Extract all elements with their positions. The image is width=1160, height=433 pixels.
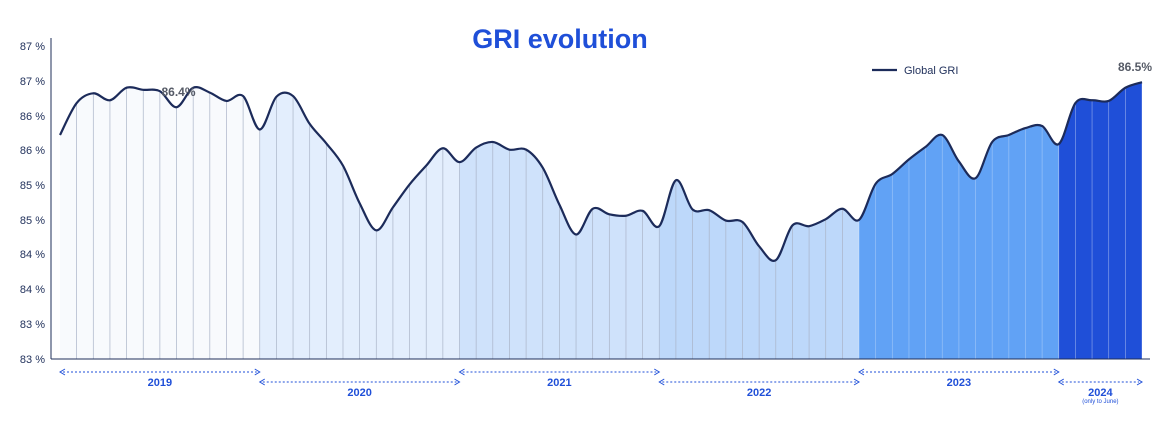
series-line-global-gri [59,81,1143,262]
year-band-2024 [1058,82,1142,360]
y-tick-label: 85 % [20,180,45,192]
bracket-arrow-left [858,368,865,376]
year-label-2021: 2021 [547,377,571,389]
y-tick-label: 83 % [20,354,45,366]
year-label-2023: 2023 [947,377,971,389]
bracket-arrow-right [1053,368,1060,376]
annotations: 86.4% 86.5% [162,60,1153,99]
chart-title: GRI evolution [472,24,648,54]
bracket-arrow-left [658,378,665,386]
legend-label: Global GRI [904,65,958,77]
y-tick-label: 83 % [20,319,45,331]
bracket-arrow-right [254,368,261,376]
bracket-arrow-left [1057,378,1065,386]
y-tick-label: 87 % [20,41,45,53]
legend: Global GRI [872,65,958,77]
year-bands [60,82,1142,360]
y-tick-label: 86 % [20,111,45,123]
bracket-arrow-right [654,368,661,376]
y-tick-label: 85 % [20,215,45,227]
bracket-arrow-right [454,378,461,386]
data-label: 86.5% [1118,60,1152,74]
bracket-arrow-left [458,368,465,376]
data-label: 86.4% [162,85,196,99]
bracket-arrow-left [59,368,66,376]
bracket-arrow-left [258,378,266,386]
year-band-2023 [859,124,1059,359]
y-tick-label: 84 % [20,284,45,296]
y-tick-label: 87 % [20,76,45,88]
y-tick-label: 86 % [20,145,45,157]
year-label-2024: 2024 [1088,387,1113,399]
year-label-2020: 2020 [347,387,371,399]
x-axis: 2019 2020 2021 2022 2023 2024(only to June) [51,358,1150,405]
year-label-2019: 2019 [148,377,172,389]
year-note: (only to June) [1082,399,1118,405]
bracket-arrow-right [853,378,860,386]
y-axis: 83 % 83 % 84 % 84 % 85 % 85 % 86 % 86 % 87 % 87 % [20,38,52,366]
y-tick-label: 84 % [20,249,45,261]
year-label-2022: 2022 [747,387,771,399]
bracket-arrow-right [1136,378,1143,386]
